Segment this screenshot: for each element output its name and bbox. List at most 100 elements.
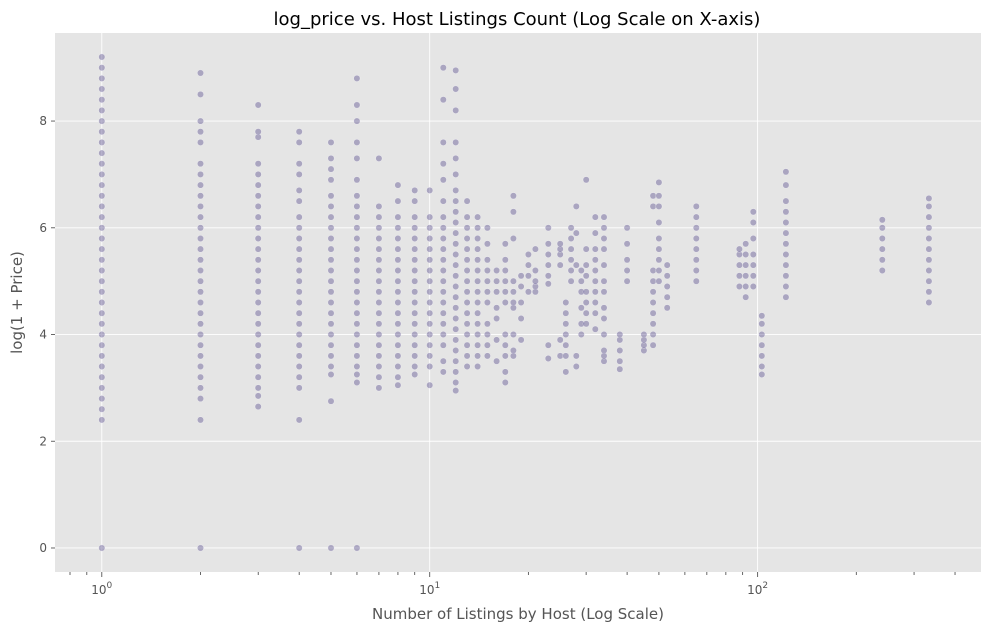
data-point xyxy=(483,277,491,285)
data-point xyxy=(925,288,933,296)
data-point xyxy=(501,288,509,296)
data-point xyxy=(327,320,335,328)
data-point xyxy=(295,138,303,146)
data-point xyxy=(295,256,303,264)
data-point xyxy=(591,267,599,274)
data-point xyxy=(463,320,471,328)
data-point xyxy=(600,357,608,365)
data-point xyxy=(556,251,564,258)
data-point xyxy=(98,405,106,413)
data-point xyxy=(375,341,383,349)
data-point xyxy=(353,363,361,370)
data-point xyxy=(509,277,517,285)
data-point xyxy=(375,384,383,392)
data-point xyxy=(254,170,262,178)
x-tick-label: 101 xyxy=(419,581,440,597)
data-point xyxy=(567,256,575,264)
data-point xyxy=(517,272,525,280)
data-point xyxy=(197,213,204,221)
data-point xyxy=(439,256,447,264)
data-point xyxy=(254,373,262,381)
data-point xyxy=(353,202,361,210)
data-point xyxy=(649,192,657,200)
data-point xyxy=(474,256,482,264)
data-point xyxy=(327,235,335,242)
data-point xyxy=(411,331,419,338)
data-point xyxy=(524,288,532,296)
data-point xyxy=(591,256,599,264)
data-point xyxy=(474,299,482,306)
data-point xyxy=(295,352,303,360)
data-point xyxy=(295,277,303,285)
data-point xyxy=(600,277,608,285)
data-point xyxy=(649,341,657,349)
data-point xyxy=(327,176,335,184)
data-point xyxy=(353,224,361,232)
data-point xyxy=(426,352,434,360)
data-point xyxy=(925,256,933,264)
data-point xyxy=(439,96,447,104)
data-point xyxy=(254,213,262,221)
data-point xyxy=(655,235,663,242)
data-point xyxy=(501,379,509,386)
data-point xyxy=(544,355,552,362)
data-point xyxy=(411,267,419,274)
data-point xyxy=(663,272,671,280)
data-point xyxy=(649,299,657,306)
data-point xyxy=(925,267,933,274)
data-point xyxy=(692,202,700,210)
data-point xyxy=(375,245,383,253)
data-point xyxy=(439,368,447,376)
data-point xyxy=(509,192,517,200)
data-point xyxy=(509,235,517,242)
data-point xyxy=(483,299,491,306)
data-point xyxy=(591,299,599,306)
data-point xyxy=(353,371,361,378)
data-point xyxy=(295,235,303,242)
data-point xyxy=(327,267,335,274)
y-tick-label: 0 xyxy=(39,541,47,555)
data-point xyxy=(327,245,335,253)
data-point xyxy=(452,315,460,322)
data-point xyxy=(562,368,570,376)
data-point xyxy=(394,181,402,189)
data-point xyxy=(295,309,303,317)
data-point xyxy=(758,331,766,338)
data-point xyxy=(197,352,204,360)
data-point xyxy=(394,256,402,264)
data-point xyxy=(439,299,447,306)
data-point xyxy=(483,224,491,232)
data-point xyxy=(577,331,585,338)
data-point xyxy=(353,176,361,184)
data-point xyxy=(463,299,471,306)
data-point xyxy=(439,235,447,242)
data-point xyxy=(616,365,624,373)
data-point xyxy=(742,261,750,269)
data-point xyxy=(411,341,419,349)
data-point xyxy=(295,331,303,338)
data-point xyxy=(493,277,501,285)
data-point xyxy=(758,320,766,328)
data-point xyxy=(663,261,671,269)
data-point xyxy=(452,170,460,178)
data-point xyxy=(327,165,335,173)
data-points xyxy=(98,53,933,552)
data-point xyxy=(426,256,434,264)
data-point xyxy=(474,363,482,370)
data-point xyxy=(98,74,106,82)
data-point xyxy=(655,277,663,285)
data-point xyxy=(98,416,106,424)
data-point xyxy=(623,224,631,232)
data-point xyxy=(452,240,460,248)
data-point xyxy=(353,288,361,296)
data-point xyxy=(463,309,471,317)
data-point xyxy=(582,272,590,280)
data-point xyxy=(375,154,383,162)
data-point xyxy=(254,224,262,232)
data-point xyxy=(197,299,204,306)
data-point xyxy=(591,277,599,285)
data-point xyxy=(452,272,460,280)
data-point xyxy=(254,309,262,317)
data-point xyxy=(353,235,361,242)
data-point xyxy=(562,341,570,349)
